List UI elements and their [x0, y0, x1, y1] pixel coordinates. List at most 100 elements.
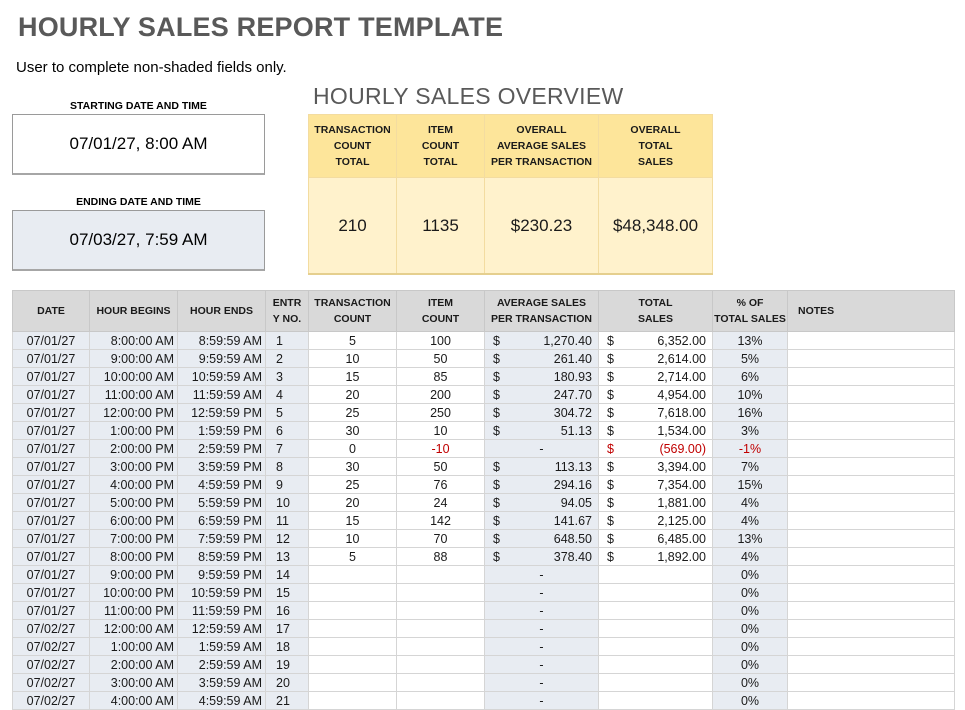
item-count-cell[interactable]: 88 [396, 547, 485, 566]
total-sales-cell[interactable]: $6,352.00 [598, 331, 713, 350]
item-count-cell[interactable] [396, 583, 485, 602]
item-count-cell[interactable]: 250 [396, 403, 485, 422]
notes-cell[interactable] [787, 691, 955, 710]
transaction-count-cell[interactable] [308, 673, 397, 692]
transaction-count-cell[interactable] [308, 565, 397, 584]
item-count-cell[interactable] [396, 619, 485, 638]
notes-cell[interactable] [787, 349, 955, 368]
item-count-cell[interactable] [396, 673, 485, 692]
item-count-cell[interactable]: 142 [396, 511, 485, 530]
total-sales-cell[interactable]: $2,614.00 [598, 349, 713, 368]
total-sales-cell[interactable] [598, 655, 713, 674]
total-sales-cell[interactable]: $3,394.00 [598, 457, 713, 476]
transaction-count-cell[interactable] [308, 583, 397, 602]
starting-date-field[interactable]: 07/01/27, 8:00 AM [12, 114, 265, 175]
notes-cell[interactable] [787, 439, 955, 458]
total-sales-cell[interactable] [598, 601, 713, 620]
transaction-count-cell[interactable]: 10 [308, 349, 397, 368]
item-count-cell[interactable]: 200 [396, 385, 485, 404]
item-count-cell[interactable] [396, 637, 485, 656]
transaction-count-cell[interactable]: 10 [308, 529, 397, 548]
currency-symbol: $ [607, 549, 614, 564]
total-sales-cell[interactable]: $1,892.00 [598, 547, 713, 566]
transaction-count-cell[interactable] [308, 637, 397, 656]
hour-begins-cell: 1:00:00 AM [89, 637, 178, 656]
notes-cell[interactable] [787, 673, 955, 692]
notes-cell[interactable] [787, 457, 955, 476]
item-count-cell[interactable]: 50 [396, 457, 485, 476]
notes-cell[interactable] [787, 655, 955, 674]
total-sales-cell[interactable] [598, 691, 713, 710]
notes-cell[interactable] [787, 637, 955, 656]
average-sales-cell: - [484, 565, 599, 584]
transaction-count-cell[interactable]: 25 [308, 403, 397, 422]
total-sales-cell[interactable] [598, 619, 713, 638]
total-sales-cell[interactable]: $6,485.00 [598, 529, 713, 548]
item-count-cell[interactable]: -10 [396, 439, 485, 458]
date-cell: 07/01/27 [12, 331, 90, 350]
item-count-cell[interactable]: 76 [396, 475, 485, 494]
total-sales-cell[interactable]: $2,125.00 [598, 511, 713, 530]
hour-ends-cell: 4:59:59 PM [177, 475, 266, 494]
item-count-cell[interactable] [396, 601, 485, 620]
average-sales-value: 1,270.40 [543, 333, 592, 348]
transaction-count-cell[interactable] [308, 655, 397, 674]
item-count-cell[interactable]: 10 [396, 421, 485, 440]
notes-cell[interactable] [787, 547, 955, 566]
average-sales-cell: $141.67 [484, 511, 599, 530]
item-count-cell[interactable]: 70 [396, 529, 485, 548]
overview-header-total-sales: OVERALL TOTAL SALES [598, 114, 713, 178]
transaction-count-cell[interactable]: 5 [308, 331, 397, 350]
total-sales-cell[interactable]: $7,618.00 [598, 403, 713, 422]
transaction-count-cell[interactable]: 20 [308, 493, 397, 512]
hour-ends-cell: 12:59:59 PM [177, 403, 266, 422]
item-count-cell[interactable] [396, 565, 485, 584]
notes-cell[interactable] [787, 529, 955, 548]
transaction-count-cell[interactable] [308, 601, 397, 620]
notes-cell[interactable] [787, 619, 955, 638]
notes-cell[interactable] [787, 385, 955, 404]
total-sales-cell[interactable]: $1,534.00 [598, 421, 713, 440]
notes-cell[interactable] [787, 403, 955, 422]
transaction-count-cell[interactable]: 5 [308, 547, 397, 566]
notes-cell[interactable] [787, 583, 955, 602]
item-count-cell[interactable] [396, 655, 485, 674]
total-sales-cell[interactable] [598, 583, 713, 602]
item-count-cell[interactable] [396, 691, 485, 710]
notes-cell[interactable] [787, 565, 955, 584]
total-sales-cell[interactable]: $2,714.00 [598, 367, 713, 386]
average-sales-value: 113.13 [554, 459, 592, 474]
notes-cell[interactable] [787, 511, 955, 530]
hour-begins-cell: 8:00:00 PM [89, 547, 178, 566]
item-count-cell[interactable]: 50 [396, 349, 485, 368]
notes-cell[interactable] [787, 367, 955, 386]
total-sales-cell[interactable]: $4,954.00 [598, 385, 713, 404]
item-count-cell[interactable]: 100 [396, 331, 485, 350]
transaction-count-cell[interactable]: 15 [308, 511, 397, 530]
transaction-count-cell[interactable]: 0 [308, 439, 397, 458]
transaction-count-cell[interactable]: 15 [308, 367, 397, 386]
total-sales-cell[interactable] [598, 565, 713, 584]
transaction-count-cell[interactable] [308, 619, 397, 638]
table-row: 07/01/27 6:00:00 PM 6:59:59 PM 11 15 142 $141.… [12, 511, 955, 530]
item-count-cell[interactable]: 24 [396, 493, 485, 512]
notes-cell[interactable] [787, 475, 955, 494]
transaction-count-cell[interactable]: 20 [308, 385, 397, 404]
total-sales-cell[interactable]: $7,354.00 [598, 475, 713, 494]
item-count-cell[interactable]: 85 [396, 367, 485, 386]
notes-cell[interactable] [787, 493, 955, 512]
total-sales-cell[interactable]: $ (569.00) [598, 439, 713, 458]
transaction-count-cell[interactable]: 25 [308, 475, 397, 494]
notes-cell[interactable] [787, 601, 955, 620]
transaction-count-cell[interactable]: 30 [308, 457, 397, 476]
total-sales-cell[interactable] [598, 673, 713, 692]
notes-cell[interactable] [787, 421, 955, 440]
total-sales-cell[interactable] [598, 637, 713, 656]
ending-date-field[interactable]: 07/03/27, 7:59 AM [12, 210, 265, 271]
overview-header-average-sales: OVERALL AVERAGE SALES PER TRANSACTION [484, 114, 599, 178]
transaction-count-cell[interactable]: 30 [308, 421, 397, 440]
total-sales-cell[interactable]: $1,881.00 [598, 493, 713, 512]
transaction-count-cell[interactable] [308, 691, 397, 710]
percent-total-cell: 3% [712, 421, 788, 440]
notes-cell[interactable] [787, 331, 955, 350]
